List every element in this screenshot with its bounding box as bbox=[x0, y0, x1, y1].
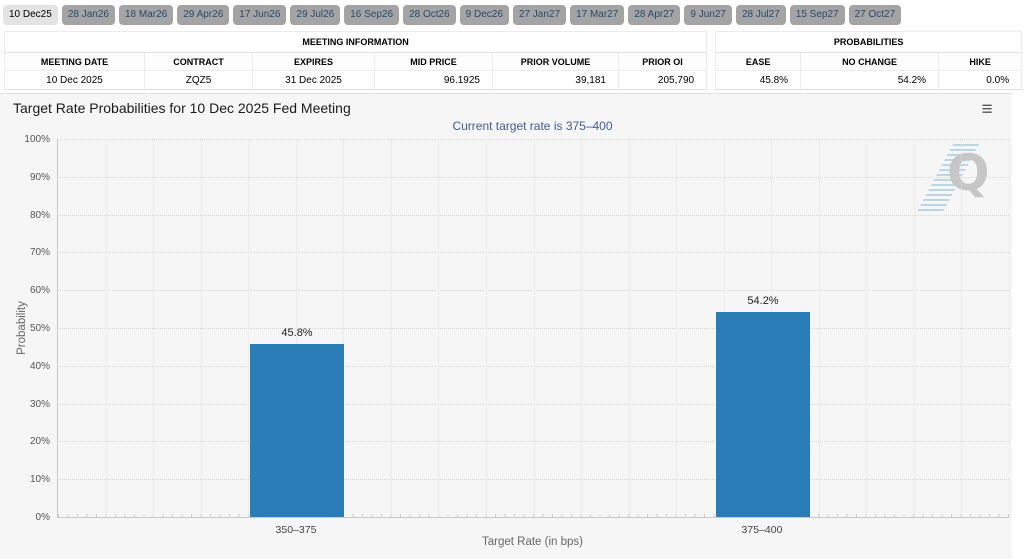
gridline-vertical bbox=[105, 139, 107, 517]
col-mid-price: MID PRICE bbox=[374, 52, 493, 71]
bar-350–375[interactable] bbox=[250, 344, 344, 517]
gridline-vertical bbox=[295, 139, 297, 517]
tab-27-jan27[interactable]: 27 Jan27 bbox=[512, 5, 567, 25]
tab-29-jul26[interactable]: 29 Jul26 bbox=[290, 5, 341, 25]
tab-15-sep27[interactable]: 15 Sep27 bbox=[789, 5, 845, 25]
plot-area: 45.8% 54.2% bbox=[57, 139, 1010, 518]
tab-29-apr26[interactable]: 29 Apr26 bbox=[177, 5, 230, 25]
quikstrike-watermark: Q bbox=[916, 144, 995, 216]
chart-title: Target Rate Probabilities for 10 Dec 202… bbox=[13, 100, 351, 116]
col-meeting-date: MEETING DATE bbox=[4, 52, 145, 71]
gridline-vertical bbox=[533, 139, 535, 517]
hike-value: 0.0% bbox=[938, 70, 1023, 90]
col-prior-oi: PRIOR OI bbox=[617, 52, 708, 71]
y-tick-label: 100% bbox=[24, 134, 50, 145]
gridline-vertical bbox=[1009, 139, 1010, 517]
gridline-vertical bbox=[485, 139, 487, 517]
tab-17-jun26[interactable]: 17 Jun26 bbox=[233, 5, 287, 25]
gridline-vertical bbox=[153, 139, 155, 517]
col-prior-volume: PRIOR VOLUME bbox=[492, 52, 619, 71]
tab-18-mar26[interactable]: 18 Mar26 bbox=[118, 5, 174, 25]
y-tick-label: 30% bbox=[29, 398, 50, 410]
probabilities-group-header: PROBABILITIES bbox=[715, 31, 1023, 53]
meeting-summary-tables: MEETING INFORMATION MEETING DATE CONTRAC… bbox=[3, 31, 1023, 90]
gridline-vertical bbox=[913, 139, 915, 517]
bar-value-label: 54.2% bbox=[747, 295, 779, 307]
bar-375–400[interactable] bbox=[716, 312, 810, 517]
col-ease: EASE bbox=[715, 52, 802, 71]
y-tick-label: 40% bbox=[29, 360, 50, 372]
hamburger-menu-icon: ≡ bbox=[981, 98, 993, 120]
meeting-info-table: MEETING INFORMATION MEETING DATE CONTRAC… bbox=[3, 31, 708, 90]
x-category-label: 350–375 bbox=[275, 524, 317, 536]
col-expires: EXPIRES bbox=[252, 52, 375, 71]
ease-value: 45.8% bbox=[715, 70, 802, 90]
y-tick-label: 20% bbox=[29, 436, 50, 448]
tab-28-apr27[interactable]: 28 Apr27 bbox=[628, 5, 681, 25]
gridline-vertical bbox=[248, 139, 250, 517]
bar-value-label: 45.8% bbox=[281, 327, 313, 339]
gridline-vertical bbox=[818, 139, 820, 517]
gridline-vertical bbox=[961, 139, 963, 517]
col-hike: HIKE bbox=[938, 52, 1023, 71]
y-tick-label: 10% bbox=[29, 474, 50, 486]
y-tick-label: 60% bbox=[29, 285, 50, 297]
y-tick-label: 50% bbox=[29, 323, 50, 334]
gridline-vertical bbox=[438, 139, 440, 517]
prior-volume-value: 39,181 bbox=[492, 70, 619, 90]
chart-subtitle: Current target rate is 375–400 bbox=[452, 119, 613, 133]
gridline-vertical bbox=[390, 139, 392, 517]
tab-10-dec25[interactable]: 10 Dec25 bbox=[3, 5, 58, 25]
x-category-label: 375–400 bbox=[741, 524, 783, 536]
y-tick-label: 90% bbox=[29, 171, 50, 183]
expires-value: 31 Dec 2025 bbox=[252, 70, 375, 90]
col-contract: CONTRACT bbox=[144, 52, 253, 71]
y-tick-label: 80% bbox=[29, 209, 50, 221]
no-change-value: 54.2% bbox=[800, 70, 940, 90]
tab-9-jun27[interactable]: 9 Jun27 bbox=[684, 5, 732, 25]
gridline-vertical bbox=[628, 139, 630, 517]
tab-17-mar27[interactable]: 17 Mar27 bbox=[570, 5, 625, 25]
meeting-info-group-header: MEETING INFORMATION bbox=[3, 31, 708, 53]
contract-value: ZQZ5 bbox=[144, 70, 253, 90]
watermark-q-letter: Q bbox=[947, 144, 990, 202]
tab-28-oct26[interactable]: 28 Oct26 bbox=[403, 5, 456, 25]
tab-28-jan26[interactable]: 28 Jan26 bbox=[61, 5, 115, 25]
tab-9-dec26[interactable]: 9 Dec26 bbox=[459, 5, 509, 25]
x-axis-title: Target Rate (in bps) bbox=[482, 536, 583, 548]
chart-menu-button[interactable]: ≡ bbox=[976, 98, 998, 120]
meeting-date-value: 10 Dec 2025 bbox=[4, 70, 145, 90]
gridline-vertical bbox=[866, 139, 868, 517]
y-tick-label: 70% bbox=[29, 247, 50, 259]
gridline-vertical bbox=[581, 139, 583, 517]
tab-16-sep26[interactable]: 16 Sep26 bbox=[344, 5, 400, 25]
chart-section: Target Rate Probabilities for 10 Dec 202… bbox=[0, 93, 1012, 559]
gridline-vertical bbox=[200, 139, 202, 517]
gridline-vertical bbox=[343, 139, 345, 517]
col-no-change: NO CHANGE bbox=[800, 52, 940, 71]
meeting-tab-bar: 10 Dec25 28 Jan26 18 Mar26 29 Apr26 17 Jun26… bbox=[0, 0, 1024, 30]
gridline-vertical bbox=[676, 139, 678, 517]
prior-oi-value: 205,790 bbox=[617, 70, 708, 90]
probabilities-table: PROBABILITIES EASE NO CHANGE HIKE 45.8% … bbox=[715, 31, 1023, 90]
y-tick-label: 0% bbox=[35, 512, 50, 523]
tab-27-oct27[interactable]: 27 Oct27 bbox=[848, 5, 902, 25]
tab-28-jul27[interactable]: 28 Jul27 bbox=[735, 5, 786, 25]
mid-price-value: 96.1925 bbox=[374, 70, 493, 90]
